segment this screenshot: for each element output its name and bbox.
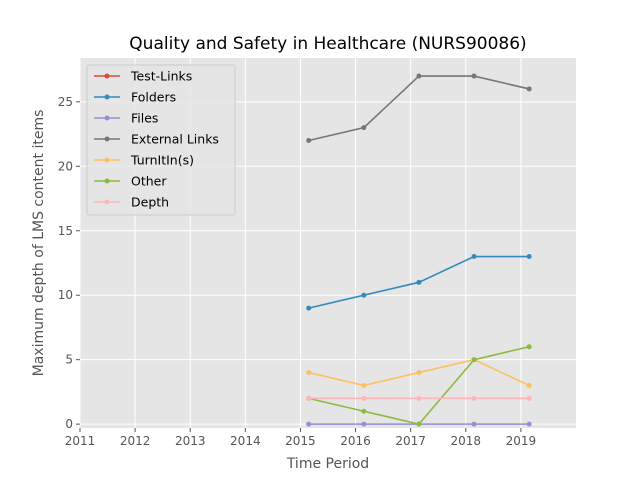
- y-axis-label: Maximum depth of LMS content items: [31, 110, 47, 377]
- legend-item: External Links: [94, 132, 219, 147]
- x-tick-label: 2016: [340, 434, 371, 448]
- series-other: [306, 344, 532, 427]
- legend-label: External Links: [131, 132, 219, 147]
- data-point-depth: [526, 395, 532, 401]
- data-point-turnitin-s: [361, 382, 367, 388]
- data-point-external-links: [361, 125, 367, 131]
- x-axis-ticks: 2011 2012 2013 2014 2015 2016 2017 2018 2019: [65, 428, 536, 448]
- legend-label: Depth: [131, 195, 169, 210]
- y-tick-label: 0: [65, 417, 73, 431]
- data-point-turnitin-s: [526, 382, 532, 388]
- data-point-other: [361, 408, 367, 414]
- legend-item: TurnItIn(s): [94, 153, 194, 168]
- data-point-folders: [306, 305, 312, 311]
- x-tick-label: 2014: [230, 434, 261, 448]
- legend-item: Depth: [94, 195, 169, 210]
- legend-label: Folders: [131, 90, 176, 105]
- y-tick-label: 10: [58, 288, 73, 302]
- legend-label: Test-Links: [130, 69, 192, 84]
- x-tick-label: 2019: [506, 434, 537, 448]
- data-point-depth: [306, 395, 312, 401]
- x-tick-label: 2015: [285, 434, 316, 448]
- data-point-external-links: [471, 73, 477, 79]
- legend-label: Files: [131, 111, 158, 126]
- data-point-files: [471, 421, 477, 427]
- legend-item: Other: [94, 174, 167, 189]
- data-point-turnitin-s: [416, 370, 422, 376]
- data-point-external-links: [416, 73, 422, 79]
- legend-marker: [104, 73, 110, 79]
- data-point-folders: [471, 254, 477, 260]
- data-point-turnitin-s: [306, 370, 312, 376]
- legend-marker: [104, 136, 110, 142]
- legend-label: Other: [131, 174, 167, 189]
- legend-marker: [104, 157, 110, 163]
- legend-marker: [104, 178, 110, 184]
- y-tick-label: 15: [58, 224, 73, 238]
- data-point-folders: [526, 254, 532, 260]
- series-folders: [306, 254, 532, 311]
- data-point-folders: [361, 292, 367, 298]
- data-point-folders: [416, 279, 422, 285]
- x-tick-label: 2013: [175, 434, 206, 448]
- x-tick-label: 2012: [120, 434, 151, 448]
- data-point-files: [526, 421, 532, 427]
- legend-marker: [104, 199, 110, 205]
- y-tick-label: 25: [58, 95, 73, 109]
- y-tick-label: 20: [58, 159, 73, 173]
- series-depth: [306, 395, 532, 401]
- data-point-other: [416, 421, 422, 427]
- legend-item: Test-Links: [94, 69, 192, 84]
- x-tick-label: 2017: [395, 434, 426, 448]
- x-tick-label: 2011: [65, 434, 96, 448]
- data-point-external-links: [526, 86, 532, 92]
- data-point-external-links: [306, 138, 312, 144]
- legend-box: [86, 64, 236, 216]
- data-point-other: [526, 344, 532, 350]
- data-point-depth: [361, 395, 367, 401]
- legend-item: Files: [94, 111, 158, 126]
- chart-title: Quality and Safety in Healthcare (NURS90…: [129, 34, 526, 54]
- y-tick-label: 5: [65, 353, 73, 367]
- data-point-files: [306, 421, 312, 427]
- x-tick-label: 2018: [451, 434, 482, 448]
- series-external-links: [306, 73, 532, 144]
- y-axis-ticks: 0 5 10 15 20 25: [58, 95, 80, 431]
- data-point-depth: [416, 395, 422, 401]
- legend-item: Folders: [94, 90, 176, 105]
- gridlines: [79, 58, 576, 428]
- legend: Test-Links Folders Files External Links Turn…: [86, 64, 236, 216]
- legend-label: TurnItIn(s): [130, 153, 194, 168]
- data-point-other: [471, 357, 477, 363]
- data-point-depth: [471, 395, 477, 401]
- series-layer: [306, 73, 532, 427]
- legend-marker: [104, 94, 110, 100]
- x-axis-label: Time Period: [286, 456, 369, 472]
- data-point-files: [361, 421, 367, 427]
- legend-marker: [104, 115, 110, 121]
